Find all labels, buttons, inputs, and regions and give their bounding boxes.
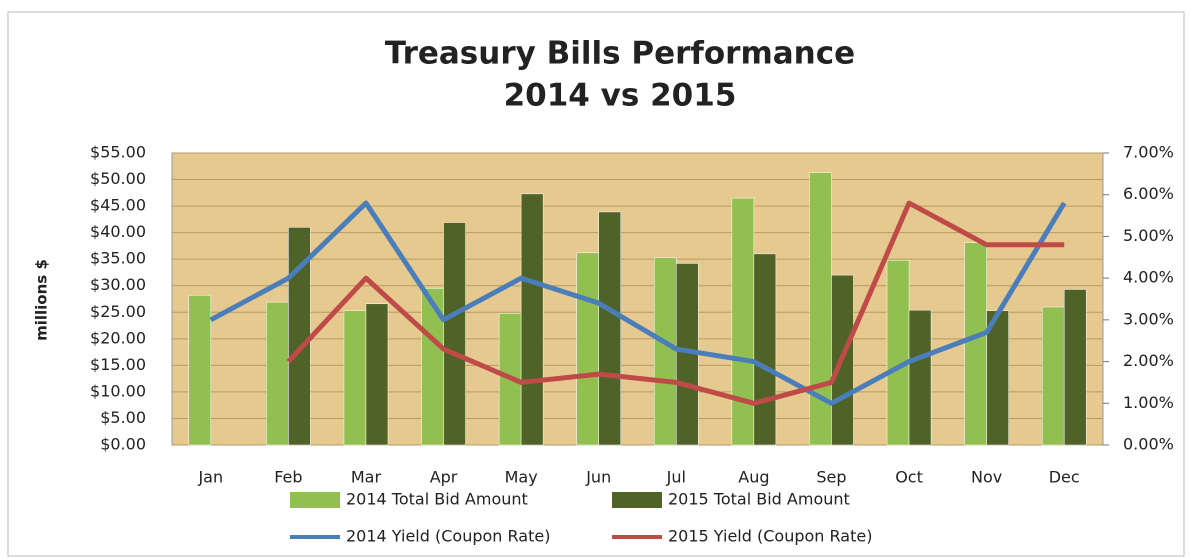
bar bbox=[443, 222, 466, 446]
y-tick-label: $50.00 bbox=[90, 169, 146, 188]
legend-swatch bbox=[290, 492, 340, 508]
y-tick-label: $15.00 bbox=[90, 355, 146, 374]
legend-label: 2015 Yield (Coupon Rate) bbox=[668, 527, 872, 546]
bar bbox=[266, 301, 289, 446]
x-tick-label: Mar bbox=[351, 468, 382, 487]
x-tick-label: Apr bbox=[430, 468, 458, 487]
x-tick-label: Nov bbox=[971, 468, 1002, 487]
bar bbox=[598, 211, 621, 446]
x-tick-label: Aug bbox=[738, 468, 769, 487]
bar bbox=[365, 303, 389, 446]
line bbox=[209, 200, 1067, 406]
x-tick-label: Jun bbox=[585, 468, 611, 487]
y2-tick-label: 1.00% bbox=[1123, 393, 1174, 412]
y-tick-label: $55.00 bbox=[90, 143, 146, 162]
line bbox=[286, 200, 1065, 406]
bar bbox=[520, 193, 544, 446]
bar bbox=[1063, 289, 1087, 446]
legend-swatch bbox=[612, 492, 662, 508]
bar bbox=[753, 253, 777, 446]
y-tick-label: $40.00 bbox=[90, 222, 146, 241]
y-tick-label: $5.00 bbox=[100, 408, 146, 427]
y-axis-label: millions $ bbox=[33, 259, 51, 341]
chart-subtitle: 2014 vs 2015 bbox=[504, 78, 737, 114]
y-tick-label: $30.00 bbox=[90, 275, 146, 294]
x-tick-label: Jul bbox=[666, 468, 686, 487]
y2-tick-label: 5.00% bbox=[1123, 226, 1174, 245]
bar bbox=[576, 252, 599, 446]
x-tick-label: Sep bbox=[816, 468, 846, 487]
y2-tick-label: 3.00% bbox=[1123, 309, 1174, 328]
y-tick-label: $20.00 bbox=[90, 328, 146, 347]
plot-area bbox=[171, 152, 1104, 446]
y2-tick-label: 0.00% bbox=[1123, 435, 1174, 454]
y-tick-label: $0.00 bbox=[100, 435, 146, 454]
y2-tick-label: 6.00% bbox=[1123, 184, 1174, 203]
y2-tick-label: 4.00% bbox=[1123, 268, 1174, 287]
bar bbox=[886, 259, 910, 446]
x-tick-label: Dec bbox=[1049, 468, 1080, 487]
y-tick-label: $25.00 bbox=[90, 302, 146, 321]
y2-tick-label: 2.00% bbox=[1123, 351, 1174, 370]
bar bbox=[1041, 306, 1065, 446]
bar bbox=[731, 197, 755, 446]
legend-label: 2015 Total Bid Amount bbox=[668, 490, 850, 509]
x-tick-label: Oct bbox=[895, 468, 923, 487]
y-tick-label: $45.00 bbox=[90, 196, 146, 215]
bar bbox=[343, 310, 367, 446]
y2-tick-label: 7.00% bbox=[1123, 143, 1174, 162]
legend-label: 2014 Yield (Coupon Rate) bbox=[346, 527, 550, 546]
bar bbox=[654, 257, 677, 446]
x-tick-label: Jan bbox=[197, 468, 223, 487]
bar bbox=[188, 295, 212, 446]
x-tick-label: May bbox=[505, 468, 538, 487]
chart-title: Treasury Bills Performance bbox=[385, 36, 855, 72]
x-tick-label: Feb bbox=[274, 468, 302, 487]
legend-label: 2014 Total Bid Amount bbox=[346, 490, 528, 509]
bar bbox=[908, 309, 932, 446]
bar bbox=[964, 242, 987, 446]
y-tick-label: $10.00 bbox=[90, 381, 146, 400]
y-tick-label: $35.00 bbox=[90, 249, 146, 268]
